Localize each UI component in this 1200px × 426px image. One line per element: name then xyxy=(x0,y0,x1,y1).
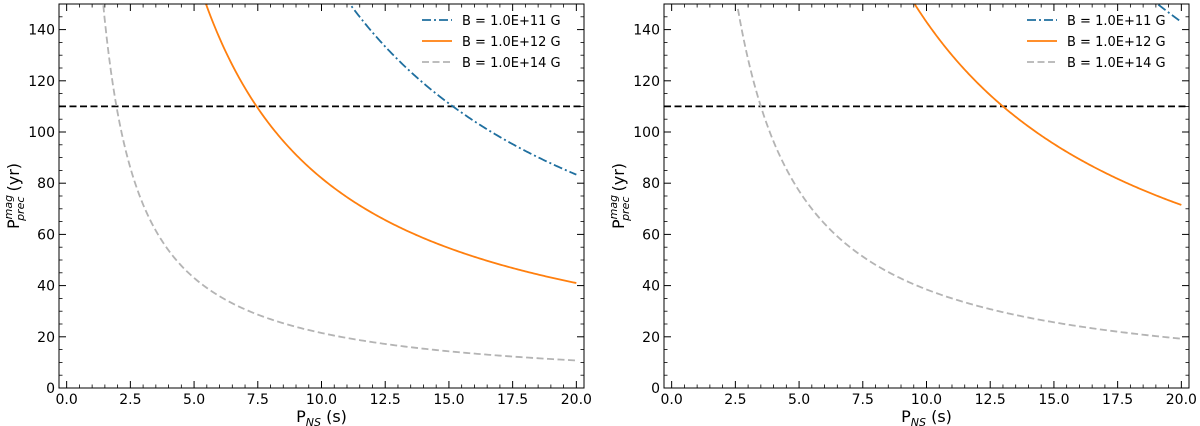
x-tick-label: 10.0 xyxy=(911,392,942,408)
legend-entry-3: B = 1.0E+14 G xyxy=(1067,56,1166,71)
y-tick-label: 80 xyxy=(642,176,660,192)
x-axis-label: PNS (s) xyxy=(901,407,952,426)
y-tick-label: 20 xyxy=(642,330,660,346)
x-tick-label: 0.0 xyxy=(56,392,78,408)
legend-entry-1: B = 1.0E+11 G xyxy=(462,14,561,29)
x-tick-label: 2.5 xyxy=(119,392,141,408)
y-tick-label: 100 xyxy=(28,125,55,141)
x-tick-label: 7.5 xyxy=(247,392,269,408)
x-tick-label: 5.0 xyxy=(183,392,205,408)
x-tick-label: 15.0 xyxy=(433,392,464,408)
y-tick-label: 120 xyxy=(633,74,660,90)
y-tick-label: 120 xyxy=(28,74,55,90)
y-tick-label: 20 xyxy=(37,330,55,346)
x-tick-label: 10.0 xyxy=(306,392,337,408)
series-line-2 xyxy=(913,4,1182,206)
right-chart-panel: 0.0 2.5 5.0 7.5 10.0 12.5 15.0 17.5 20.0 0 20 40 60 8… xyxy=(607,3,1197,426)
y-tick-label: 100 xyxy=(633,125,660,141)
y-tick-label: 80 xyxy=(37,176,55,192)
x-tick-label: 20.0 xyxy=(1166,392,1197,408)
x-tick-label: 0.0 xyxy=(661,392,683,408)
legend-entry-1: B = 1.0E+11 G xyxy=(1067,14,1166,29)
legend-entry-3: B = 1.0E+14 G xyxy=(462,56,561,71)
y-tick-label: 140 xyxy=(633,23,660,39)
legend-entry-2: B = 1.0E+12 G xyxy=(1067,35,1166,50)
y-tick-label: 60 xyxy=(37,227,55,243)
y-tick-label: 40 xyxy=(642,279,660,295)
y-tick-label: 0 xyxy=(46,381,55,397)
x-tick-label: 12.5 xyxy=(370,392,401,408)
x-tick-label: 17.5 xyxy=(1102,392,1133,408)
x-tick-label: 2.5 xyxy=(724,392,746,408)
plot-frame xyxy=(58,3,585,389)
x-tick-label: 17.5 xyxy=(497,392,528,408)
x-tick-label: 20.0 xyxy=(561,392,592,408)
y-axis-label: Pmagprec (yr) xyxy=(2,163,27,229)
series-line-2 xyxy=(205,4,577,284)
y-tick-label: 0 xyxy=(651,381,660,397)
series-line-3 xyxy=(102,4,577,362)
series-line-3 xyxy=(737,8,1182,340)
x-tick-label: 12.5 xyxy=(975,392,1006,408)
x-tick-label: 7.5 xyxy=(852,392,874,408)
y-axis-label: Pmagprec (yr) xyxy=(607,163,632,229)
series-line-1 xyxy=(1157,4,1182,23)
y-tick-label: 60 xyxy=(642,227,660,243)
plot-frame xyxy=(663,3,1190,389)
x-tick-label: 15.0 xyxy=(1038,392,1069,408)
left-chart-panel: 0.0 2.5 5.0 7.5 10.0 12.5 15.0 17.5 20.0 0 20 40 60 8… xyxy=(2,3,592,426)
y-tick-label: 40 xyxy=(37,279,55,295)
y-tick-label: 140 xyxy=(28,23,55,39)
x-axis-label: PNS (s) xyxy=(296,407,347,426)
legend-entry-2: B = 1.0E+12 G xyxy=(462,35,561,50)
x-tick-label: 5.0 xyxy=(788,392,810,408)
